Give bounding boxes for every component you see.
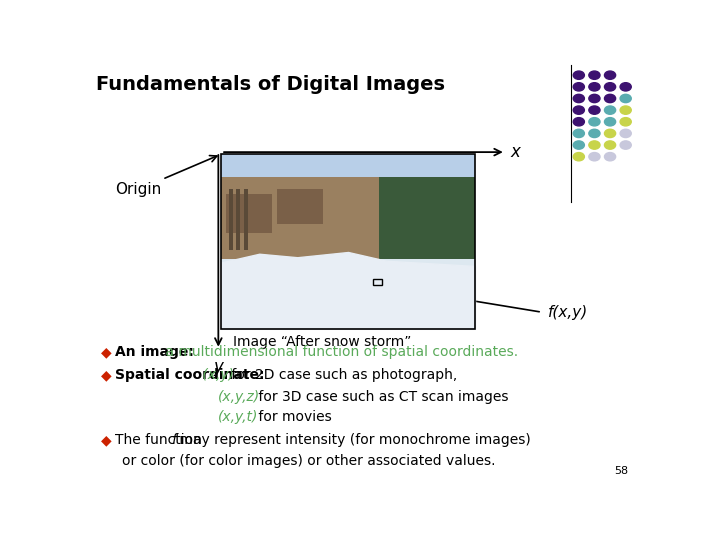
Circle shape: [589, 118, 600, 126]
Text: (x,y,z): (x,y,z): [218, 390, 261, 404]
Text: Image “After snow storm”: Image “After snow storm”: [233, 335, 412, 349]
Text: An image:: An image:: [115, 346, 194, 360]
Circle shape: [605, 141, 616, 149]
Text: Origin: Origin: [115, 156, 217, 197]
Circle shape: [605, 106, 616, 114]
Bar: [221, 177, 379, 273]
Circle shape: [573, 129, 585, 138]
Text: or color (for color images) or other associated values.: or color (for color images) or other ass…: [122, 454, 496, 468]
Text: Fundamentals of Digital Images: Fundamentals of Digital Images: [96, 75, 444, 94]
Bar: [221, 154, 475, 250]
Bar: [374, 279, 382, 285]
Text: for 3D case such as CT scan images: for 3D case such as CT scan images: [254, 390, 508, 404]
Text: ◆: ◆: [101, 346, 112, 360]
Circle shape: [605, 71, 616, 79]
Bar: [244, 189, 248, 250]
Circle shape: [589, 71, 600, 79]
Text: for 2D case such as photograph,: for 2D case such as photograph,: [227, 368, 457, 382]
Circle shape: [573, 141, 585, 149]
Circle shape: [573, 94, 585, 103]
Bar: [353, 177, 475, 268]
Text: Spatial coordinate:: Spatial coordinate:: [115, 368, 265, 382]
Text: a multidimensional function of spatial coordinates.: a multidimensional function of spatial c…: [161, 346, 518, 360]
Circle shape: [620, 129, 631, 138]
Circle shape: [573, 106, 585, 114]
Circle shape: [573, 152, 585, 161]
Circle shape: [620, 118, 631, 126]
Bar: [221, 259, 475, 329]
Circle shape: [620, 106, 631, 114]
Text: f: f: [171, 433, 176, 447]
Text: ◆: ◆: [101, 433, 112, 447]
Circle shape: [605, 94, 616, 103]
Circle shape: [589, 141, 600, 149]
Bar: [236, 189, 240, 250]
Text: f(x,y): f(x,y): [547, 305, 588, 320]
Circle shape: [573, 83, 585, 91]
Text: (x,y): (x,y): [198, 368, 234, 382]
Circle shape: [589, 106, 600, 114]
Circle shape: [589, 83, 600, 91]
Text: 58: 58: [614, 465, 629, 476]
Text: x: x: [510, 143, 520, 161]
Circle shape: [605, 83, 616, 91]
Circle shape: [605, 152, 616, 161]
Bar: [229, 189, 233, 250]
Text: for movies: for movies: [254, 410, 332, 424]
Circle shape: [620, 83, 631, 91]
Circle shape: [589, 152, 600, 161]
Circle shape: [573, 118, 585, 126]
Text: The function: The function: [115, 433, 207, 447]
Circle shape: [589, 129, 600, 138]
Text: ◆: ◆: [101, 368, 112, 382]
Bar: [221, 154, 475, 329]
Bar: [226, 194, 272, 233]
Circle shape: [573, 71, 585, 79]
Text: may represent intensity (for monochrome images): may represent intensity (for monochrome …: [176, 433, 531, 447]
Circle shape: [589, 94, 600, 103]
Circle shape: [605, 118, 616, 126]
Bar: [277, 189, 323, 224]
Circle shape: [620, 141, 631, 149]
Circle shape: [620, 94, 631, 103]
Text: (x,y,t): (x,y,t): [218, 410, 258, 424]
Circle shape: [605, 129, 616, 138]
Text: y: y: [213, 358, 223, 376]
